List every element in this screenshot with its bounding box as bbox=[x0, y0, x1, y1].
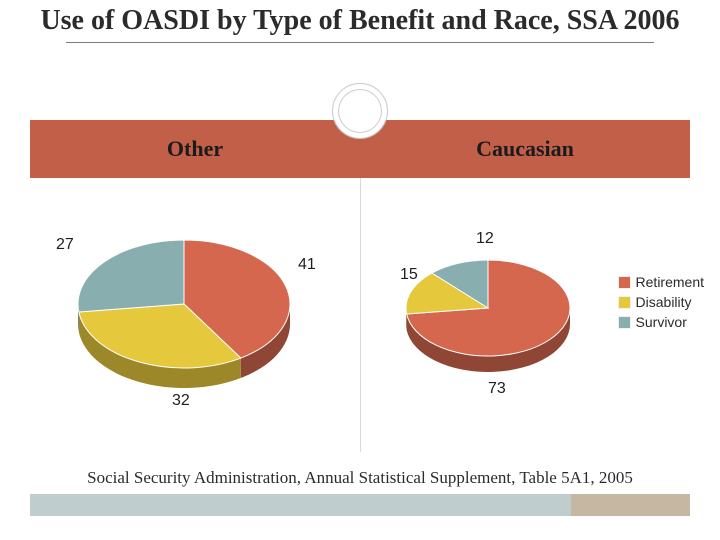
slide-stage: Use of OASDI by Type of Benefit and Race… bbox=[0, 0, 720, 540]
legend-swatch bbox=[619, 297, 630, 308]
pie-data-label: 15 bbox=[400, 266, 418, 284]
pie-data-label: 41 bbox=[298, 256, 316, 274]
legend-label: Disability bbox=[636, 294, 692, 310]
pie-data-label: 27 bbox=[56, 236, 74, 254]
title-ring-ornament bbox=[333, 84, 387, 138]
source-citation: Social Security Administration, Annual S… bbox=[30, 468, 690, 488]
subhead-right: Caucasian bbox=[360, 120, 690, 178]
panel-divider bbox=[360, 178, 361, 452]
pie-data-label: 32 bbox=[172, 392, 190, 410]
pie-chart-other-svg bbox=[34, 184, 354, 424]
legend-label: Survivor bbox=[636, 314, 687, 330]
footer-accent-bars bbox=[30, 494, 690, 524]
pie-data-label: 12 bbox=[476, 230, 494, 248]
legend: Retirement Disability Survivor bbox=[619, 274, 704, 334]
subhead-left: Other bbox=[30, 120, 360, 178]
legend-swatch bbox=[619, 317, 630, 328]
pie-chart-other: 41 32 27 bbox=[34, 184, 354, 424]
page-title: Use of OASDI by Type of Benefit and Race… bbox=[30, 4, 690, 38]
charts-panel: 413227 731512 RetirementDisabilitySurviv… bbox=[30, 178, 690, 452]
pie-slice bbox=[78, 240, 184, 312]
footer: Social Security Administration, Annual S… bbox=[30, 468, 690, 524]
legend-swatch bbox=[619, 277, 630, 288]
title-underline bbox=[66, 42, 654, 43]
pie-data-label: 73 bbox=[488, 380, 506, 398]
legend-item: Survivor bbox=[619, 314, 704, 330]
footer-bar-accent bbox=[571, 494, 690, 516]
legend-label: Retirement bbox=[636, 274, 704, 290]
title-block: Use of OASDI by Type of Benefit and Race… bbox=[30, 4, 690, 43]
legend-item: Retirement bbox=[619, 274, 704, 290]
legend-item: Disability bbox=[619, 294, 704, 310]
